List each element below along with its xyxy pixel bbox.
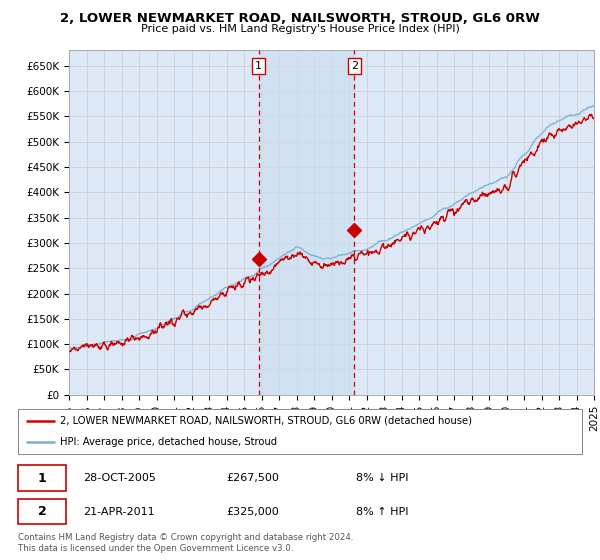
Text: 1: 1 xyxy=(255,61,262,71)
Text: 8% ↑ HPI: 8% ↑ HPI xyxy=(356,507,409,517)
Text: £325,000: £325,000 xyxy=(227,507,280,517)
Text: 21-APR-2011: 21-APR-2011 xyxy=(83,507,154,517)
Text: 2, LOWER NEWMARKET ROAD, NAILSWORTH, STROUD, GL6 0RW (detached house): 2, LOWER NEWMARKET ROAD, NAILSWORTH, STR… xyxy=(60,416,472,426)
Text: 2: 2 xyxy=(38,505,47,518)
Text: 28-OCT-2005: 28-OCT-2005 xyxy=(83,473,156,483)
Text: 8% ↓ HPI: 8% ↓ HPI xyxy=(356,473,409,483)
Text: HPI: Average price, detached house, Stroud: HPI: Average price, detached house, Stro… xyxy=(60,437,277,447)
Text: Contains HM Land Registry data © Crown copyright and database right 2024.
This d: Contains HM Land Registry data © Crown c… xyxy=(18,533,353,553)
Text: 2: 2 xyxy=(350,61,358,71)
FancyBboxPatch shape xyxy=(18,465,66,491)
Bar xyxy=(259,50,354,395)
Text: Price paid vs. HM Land Registry's House Price Index (HPI): Price paid vs. HM Land Registry's House … xyxy=(140,24,460,34)
Text: 1: 1 xyxy=(38,472,47,484)
FancyBboxPatch shape xyxy=(18,499,66,524)
Text: £267,500: £267,500 xyxy=(227,473,280,483)
Text: 2, LOWER NEWMARKET ROAD, NAILSWORTH, STROUD, GL6 0RW: 2, LOWER NEWMARKET ROAD, NAILSWORTH, STR… xyxy=(60,12,540,25)
